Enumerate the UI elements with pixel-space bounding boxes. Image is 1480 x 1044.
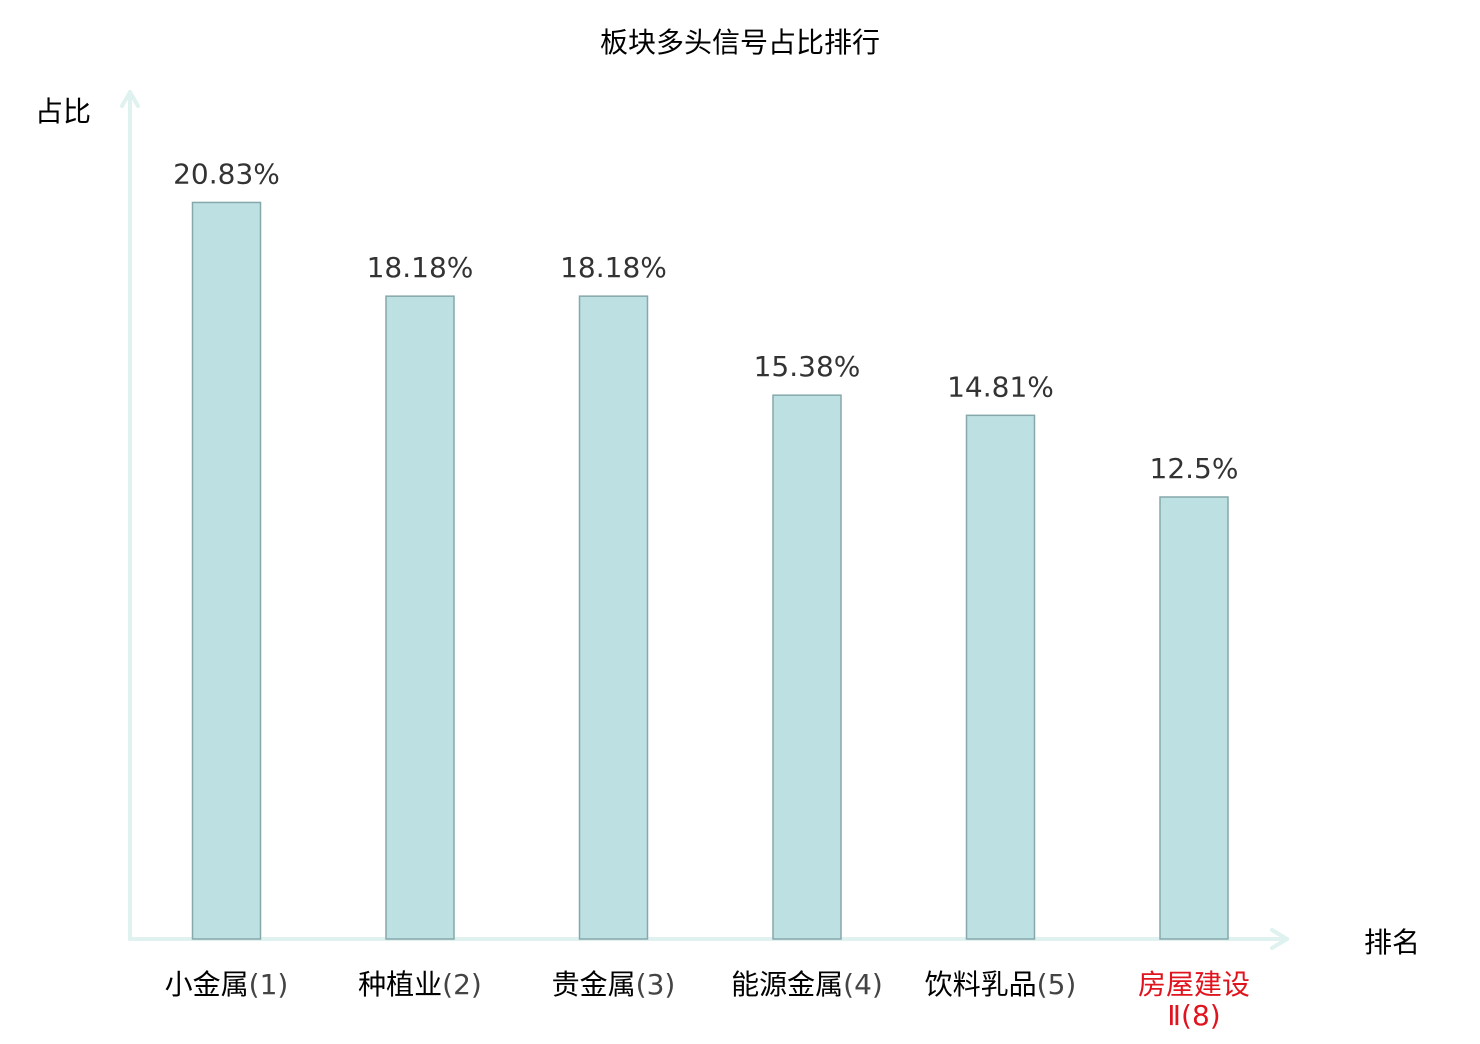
bar — [578, 295, 649, 940]
bar — [385, 295, 455, 940]
category-name: 能源金属 — [731, 968, 843, 1001]
bar — [772, 394, 842, 940]
category-label: 房屋建设 — [1138, 968, 1250, 1001]
category-label: 能源金属(4) — [731, 968, 883, 1001]
category-rank: (8) — [1181, 999, 1221, 1032]
category-rank: (2) — [442, 968, 482, 1001]
category-label-line2: Ⅱ(8) — [1167, 999, 1220, 1032]
bar — [965, 414, 1036, 940]
x-axis-label: 排名 — [1364, 926, 1420, 959]
category-name-cont: Ⅱ — [1167, 999, 1181, 1032]
category-label: 小金属(1) — [165, 968, 289, 1001]
bar — [191, 201, 262, 940]
category-name: 小金属 — [165, 968, 249, 1001]
category-label: 饮料乳品(5) — [925, 968, 1077, 1001]
category-rank: (5) — [1037, 968, 1077, 1001]
axes — [120, 90, 1289, 950]
category-rank: (4) — [843, 968, 883, 1001]
value-labels-group: 20.83% 18.18% 18.18% 15.38% 14.81% 12.5% — [173, 157, 1238, 485]
bars-group — [191, 201, 1229, 940]
category-name: 种植业 — [358, 968, 442, 1001]
bar-value-label: 14.81% — [947, 370, 1054, 403]
category-name: 房屋建设 — [1138, 968, 1250, 1001]
y-axis-label: 占比 — [35, 95, 91, 128]
bar-value-label: 12.5% — [1150, 452, 1239, 485]
category-name: 饮料乳品 — [925, 968, 1037, 1001]
chart-title: 板块多头信号占比排行 — [600, 26, 880, 59]
bar-value-label: 18.18% — [560, 251, 667, 284]
y-axis-arrow — [120, 90, 140, 108]
bar-value-label: 20.83% — [173, 157, 280, 190]
bar — [1159, 496, 1229, 940]
category-name: 贵金属 — [552, 968, 636, 1001]
category-rank: (1) — [249, 968, 289, 1001]
x-axis-arrow — [1270, 928, 1289, 950]
category-rank: (3) — [636, 968, 676, 1001]
bar-value-label: 15.38% — [754, 350, 861, 383]
category-label: 种植业(2) — [358, 968, 482, 1001]
category-label: 贵金属(3) — [552, 968, 676, 1001]
bar-value-label: 18.18% — [367, 251, 474, 284]
